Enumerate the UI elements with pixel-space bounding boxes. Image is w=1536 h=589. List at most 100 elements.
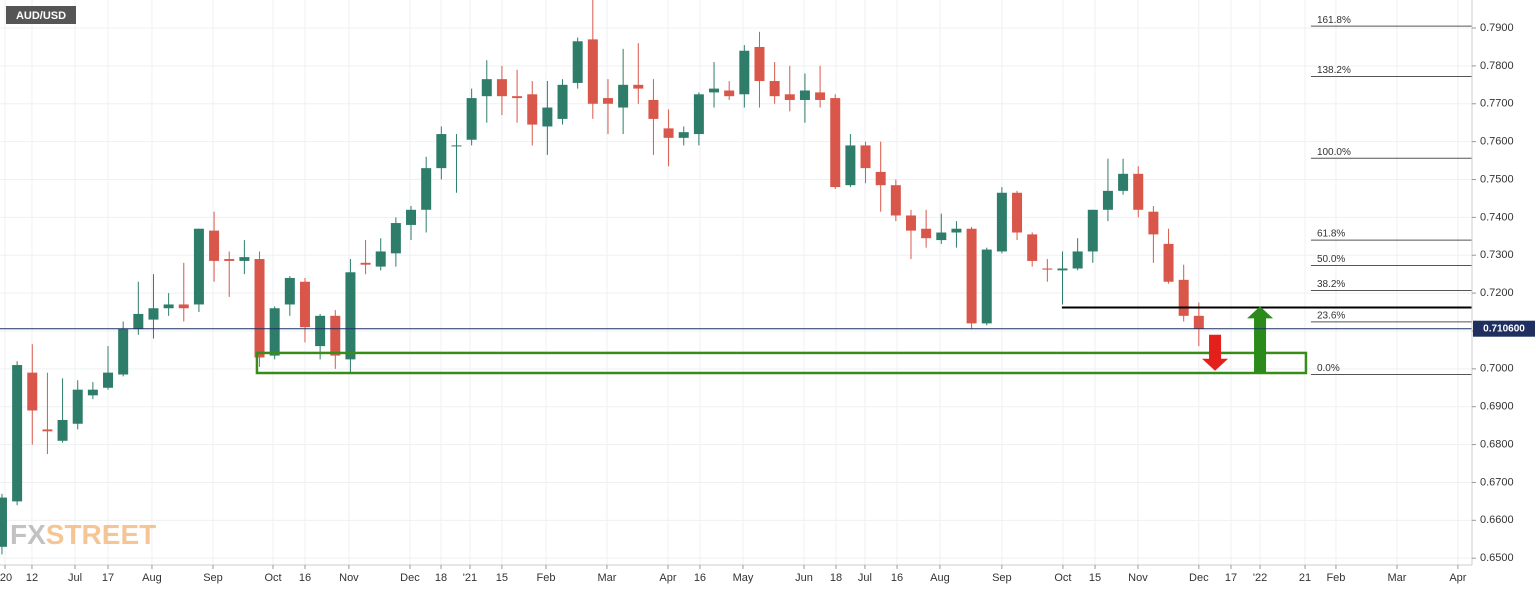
candle-body (739, 50, 750, 95)
candle-body (209, 230, 220, 261)
x-tick-label: Aug (930, 572, 950, 584)
candle-body (87, 389, 98, 396)
candle-body (1027, 234, 1038, 261)
candle-body (769, 81, 780, 97)
x-tick-label: Dec (1189, 572, 1209, 584)
x-tick-label: Apr (659, 572, 676, 584)
x-tick-label: Oct (1054, 572, 1071, 584)
x-tick-label: Oct (264, 572, 281, 584)
candle-body (905, 215, 916, 231)
y-tick-label: 0.7600 (1480, 136, 1514, 148)
candle-body (981, 249, 992, 324)
fib-label: 161.8% (1317, 15, 1351, 26)
y-tick-label: 0.7800 (1480, 60, 1514, 72)
fib-label: 0.0% (1317, 363, 1340, 374)
y-tick-label: 0.6500 (1480, 552, 1514, 564)
x-tick-label: May (733, 572, 754, 584)
x-tick-label: 21 (1299, 572, 1311, 584)
candle-body (72, 389, 83, 424)
candle-body (390, 223, 401, 254)
x-tick-label: '21 (463, 572, 477, 584)
candle-body (254, 259, 265, 358)
candle-body (406, 209, 417, 225)
candle-body (693, 94, 704, 135)
y-tick-label: 0.6600 (1480, 514, 1514, 526)
candle-body (542, 107, 553, 127)
candle-body (345, 272, 356, 360)
plot-area: 161.8% 138.2% 100.0% 61.8% 50.0% 38.2% 23.6% 0.… (0, 0, 1472, 555)
y-tick-label: 0.6700 (1480, 476, 1514, 488)
candle-body (966, 228, 977, 324)
watermark-street: STREET (46, 519, 156, 550)
candle-body (830, 98, 841, 188)
candle-body (224, 259, 235, 261)
candle-body (557, 84, 568, 119)
candle-body (1118, 173, 1129, 191)
watermark-fx: FX (10, 519, 46, 550)
candle-body (375, 251, 386, 267)
x-tick-label: Aug (142, 572, 162, 584)
candle-body (1072, 251, 1083, 269)
x-tick-label: Sep (992, 572, 1012, 584)
candle-body (663, 128, 674, 138)
candle-body (784, 94, 795, 100)
x-tick-label: Nov (339, 572, 359, 584)
candle-body (648, 99, 659, 119)
candle-body (436, 134, 447, 169)
x-tick-label: Nov (1128, 572, 1148, 584)
candle-body (27, 372, 38, 411)
candle-body (618, 84, 629, 108)
x-tick-label: Feb (537, 572, 556, 584)
candle-body (360, 262, 371, 265)
fib-label: 100.0% (1317, 147, 1351, 158)
x-tick-label: Mar (597, 572, 616, 584)
candle-body (148, 308, 159, 320)
candle-body (1163, 243, 1174, 282)
candle-body (1178, 279, 1189, 316)
candle-body (481, 79, 492, 97)
y-tick-label: 0.7700 (1480, 98, 1514, 110)
candle-body (709, 88, 720, 93)
y-tick-label: 0.6900 (1480, 401, 1514, 413)
candle-body (875, 171, 886, 186)
candle-body (1133, 173, 1144, 210)
candle-body (496, 79, 507, 97)
title-box (6, 6, 76, 24)
candle-body (815, 92, 826, 100)
candle-body (193, 228, 204, 305)
x-tick-label: 16 (694, 572, 706, 584)
candle-body (1148, 211, 1159, 235)
grid (0, 0, 1472, 565)
y-tick-label: 0.7900 (1480, 22, 1514, 34)
x-tick-label: Apr (1449, 572, 1466, 584)
candle-body (239, 257, 250, 261)
candle-body (1102, 190, 1113, 210)
fib-label: 23.6% (1317, 311, 1345, 322)
candle-body (42, 429, 53, 432)
fib-label: 138.2% (1317, 65, 1351, 76)
x-tick-label: Jul (858, 572, 872, 584)
x-tick-label: 17 (102, 572, 114, 584)
candle-body (951, 228, 962, 233)
candle-body (118, 329, 129, 375)
candle-body (269, 308, 280, 356)
last-price-box (1473, 320, 1535, 337)
y-tick-label: 0.6800 (1480, 438, 1514, 450)
y-tick-label: 0.7500 (1480, 173, 1514, 185)
fib-label: 50.0% (1317, 254, 1345, 265)
candle-body (921, 228, 932, 239)
candle-body (512, 96, 523, 99)
candle-body (451, 145, 462, 147)
x-tick-label: Sep (203, 572, 223, 584)
candle-body (602, 98, 613, 104)
arrow (1202, 334, 1229, 371)
candle-body (284, 277, 295, 305)
fib-label: 61.8% (1317, 229, 1345, 240)
candle-body (678, 132, 689, 138)
candle-body (57, 419, 68, 441)
support-zone (255, 351, 1308, 375)
candle-body (890, 185, 901, 216)
last-price-label: 0.710600 (1483, 323, 1525, 334)
